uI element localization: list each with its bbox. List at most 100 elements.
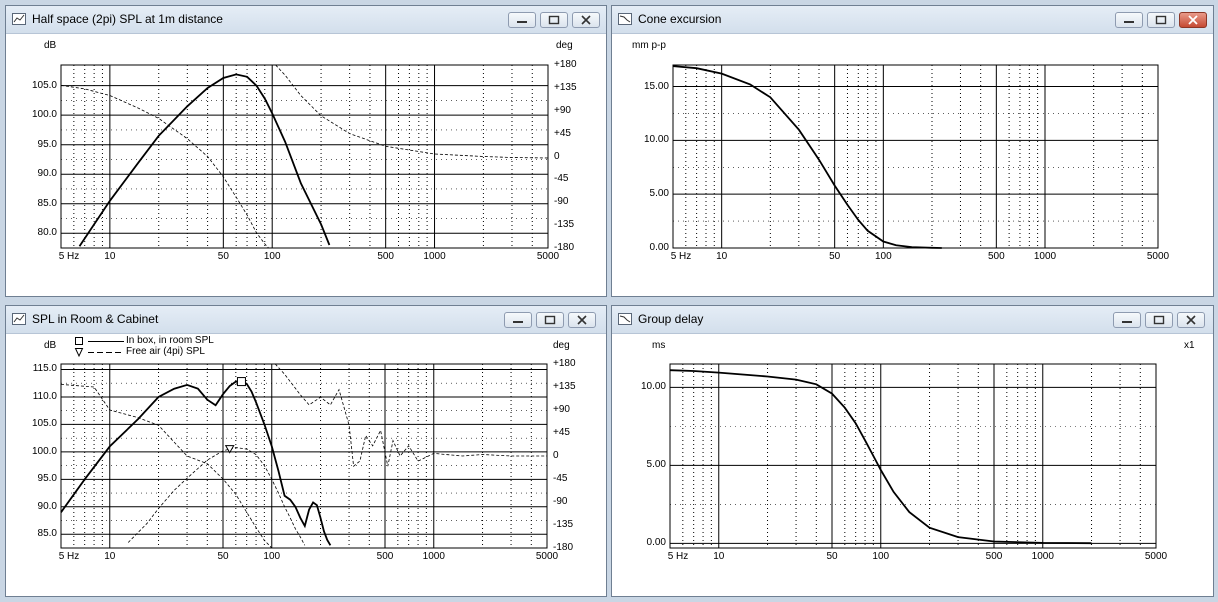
- y-tick-label: 95.0: [37, 138, 57, 150]
- y-tick-label: 0.00: [649, 242, 669, 253]
- y-unit-label: dB: [44, 40, 57, 51]
- x-tick-label: 500: [985, 551, 1003, 562]
- y2-unit-label: deg: [553, 340, 570, 351]
- y-tick-label: 90.0: [37, 500, 57, 512]
- y-unit-label: dB: [44, 340, 57, 351]
- close-button[interactable]: [1177, 312, 1205, 328]
- y-tick-label: 110.0: [32, 390, 57, 402]
- x-tick-label: 1000: [1033, 251, 1057, 262]
- grid: [669, 364, 1157, 548]
- close-button[interactable]: [572, 12, 600, 28]
- y-tick-label: 10.00: [643, 134, 669, 146]
- y-tick-label: 85.0: [37, 528, 57, 540]
- y2-tick-label: 0: [553, 450, 559, 461]
- x-tick-label: 5 Hz: [667, 551, 689, 562]
- legend-triangle-marker: [74, 348, 124, 358]
- legend-item: Free air (4pi) SPL: [126, 346, 205, 357]
- y-unit-label: ms: [652, 340, 666, 351]
- y2-tick-label: +90: [554, 104, 571, 116]
- minimize-button[interactable]: [504, 312, 532, 328]
- y2-tick-label: +180: [553, 358, 576, 369]
- x-tick-label: 500: [377, 251, 394, 262]
- spl-half-space-window: Half space (2pi) SPL at 1m distance 5 Hz…: [5, 5, 607, 297]
- maximize-button[interactable]: [540, 12, 568, 28]
- cone-excursion-window: Cone excursion 5 Hz 10 50 100 500 1000 5000 0.0…: [611, 5, 1214, 297]
- y2-tick-label: -45: [553, 473, 568, 484]
- y-tick-label: 15.00: [643, 80, 669, 92]
- x-tick-label: 50: [829, 251, 841, 262]
- y-tick-label: 5.00: [649, 188, 669, 200]
- minimize-button[interactable]: [1115, 12, 1143, 28]
- graph-icon: [618, 313, 632, 325]
- y2-tick-label: -180: [553, 542, 574, 553]
- window-title: Half space (2pi) SPL at 1m distance: [32, 12, 223, 26]
- y2-tick-label: +135: [553, 381, 576, 392]
- chart-svg: [60, 64, 549, 249]
- maximize-button[interactable]: [536, 312, 564, 328]
- series-line-0: [78, 73, 331, 247]
- plot-area: 5 Hz 10 50 100 500 1000 5000 85.0 90.0 95.0 100.0 1…: [6, 334, 606, 596]
- x-tick-label: 500: [376, 551, 394, 562]
- y-tick-label: 100.0: [31, 445, 57, 457]
- x-tick-label: 5000: [535, 551, 559, 562]
- close-button[interactable]: [1179, 12, 1207, 28]
- x-tick-label: 50: [217, 551, 229, 562]
- x-tick-label: 10: [104, 551, 116, 562]
- x-tick-label: 5000: [1146, 251, 1170, 262]
- y2-tick-label: -180: [554, 242, 575, 253]
- x-tick-label: 100: [263, 251, 281, 262]
- x-tick-label: 1000: [423, 251, 446, 262]
- x-tick-label: 5 Hz: [58, 551, 80, 562]
- y-tick-label: 95.0: [37, 473, 57, 485]
- series-line-0: [669, 369, 1092, 545]
- series-line-1: [60, 84, 269, 249]
- maximize-button[interactable]: [1147, 12, 1175, 28]
- plot-frame: [669, 363, 1157, 549]
- minimize-button[interactable]: [508, 12, 536, 28]
- plot-frame: [672, 64, 1159, 249]
- grid: [672, 65, 1159, 249]
- x-tick-label: 500: [987, 251, 1005, 262]
- chart-svg: [672, 64, 1159, 249]
- title-bar[interactable]: SPL in Room & Cabinet: [6, 306, 606, 334]
- y2-tick-label: 0: [554, 150, 560, 162]
- y2-tick-label: +45: [553, 427, 570, 438]
- graph-icon: [12, 313, 26, 325]
- y-unit-label: mm p-p: [632, 40, 666, 51]
- chart-svg: [669, 363, 1157, 549]
- y-tick-label: 115.0: [32, 363, 57, 375]
- y-tick-label: 80.0: [37, 227, 57, 239]
- minimize-button[interactable]: [1113, 312, 1141, 328]
- title-bar[interactable]: Cone excursion: [612, 6, 1213, 34]
- grid: [60, 65, 549, 248]
- legend-square-marker: [75, 337, 124, 345]
- x-tick-label: 5000: [536, 251, 560, 262]
- group-delay-window: Group delay 5 Hz 10 50 100 500 1000 5000 0.00 5.…: [611, 305, 1214, 597]
- series-line-1: [127, 447, 306, 546]
- x-tick-label: 5 Hz: [58, 251, 80, 262]
- y2-unit-label: x1: [1184, 340, 1195, 351]
- y2-tick-label: -135: [553, 519, 574, 530]
- x-tick-label: 10: [104, 251, 116, 262]
- plot-frame: [60, 363, 548, 549]
- plot-area: 5 Hz 10 50 100 500 1000 5000 80.0 85.0 90.0 95.0 10…: [6, 34, 606, 296]
- y2-tick-label: +45: [554, 127, 571, 139]
- legend-item: In box, in room SPL: [126, 335, 214, 346]
- x-tick-label: 50: [826, 551, 838, 562]
- plot-area: 5 Hz 10 50 100 500 1000 5000 0.00 5.00 10.00 15.00…: [612, 34, 1213, 296]
- maximize-button[interactable]: [1145, 312, 1173, 328]
- close-button[interactable]: [568, 312, 596, 328]
- y2-tick-label: -90: [554, 196, 569, 208]
- series-line-0: [672, 65, 942, 249]
- title-bar[interactable]: Group delay: [612, 306, 1213, 334]
- y-tick-label: 100.0: [31, 109, 57, 121]
- x-tick-label: 100: [872, 551, 890, 562]
- title-bar[interactable]: Half space (2pi) SPL at 1m distance: [6, 6, 606, 34]
- series-square-marker: [236, 377, 246, 387]
- graph-icon: [618, 13, 632, 25]
- x-tick-label: 5 Hz: [670, 251, 692, 262]
- plot-area: 5 Hz 10 50 100 500 1000 5000 0.00 5.00 10.00 ms x1: [612, 334, 1213, 596]
- x-tick-label: 50: [217, 251, 229, 262]
- y2-tick-label: -45: [554, 173, 569, 185]
- y-tick-label: 5.00: [646, 459, 666, 471]
